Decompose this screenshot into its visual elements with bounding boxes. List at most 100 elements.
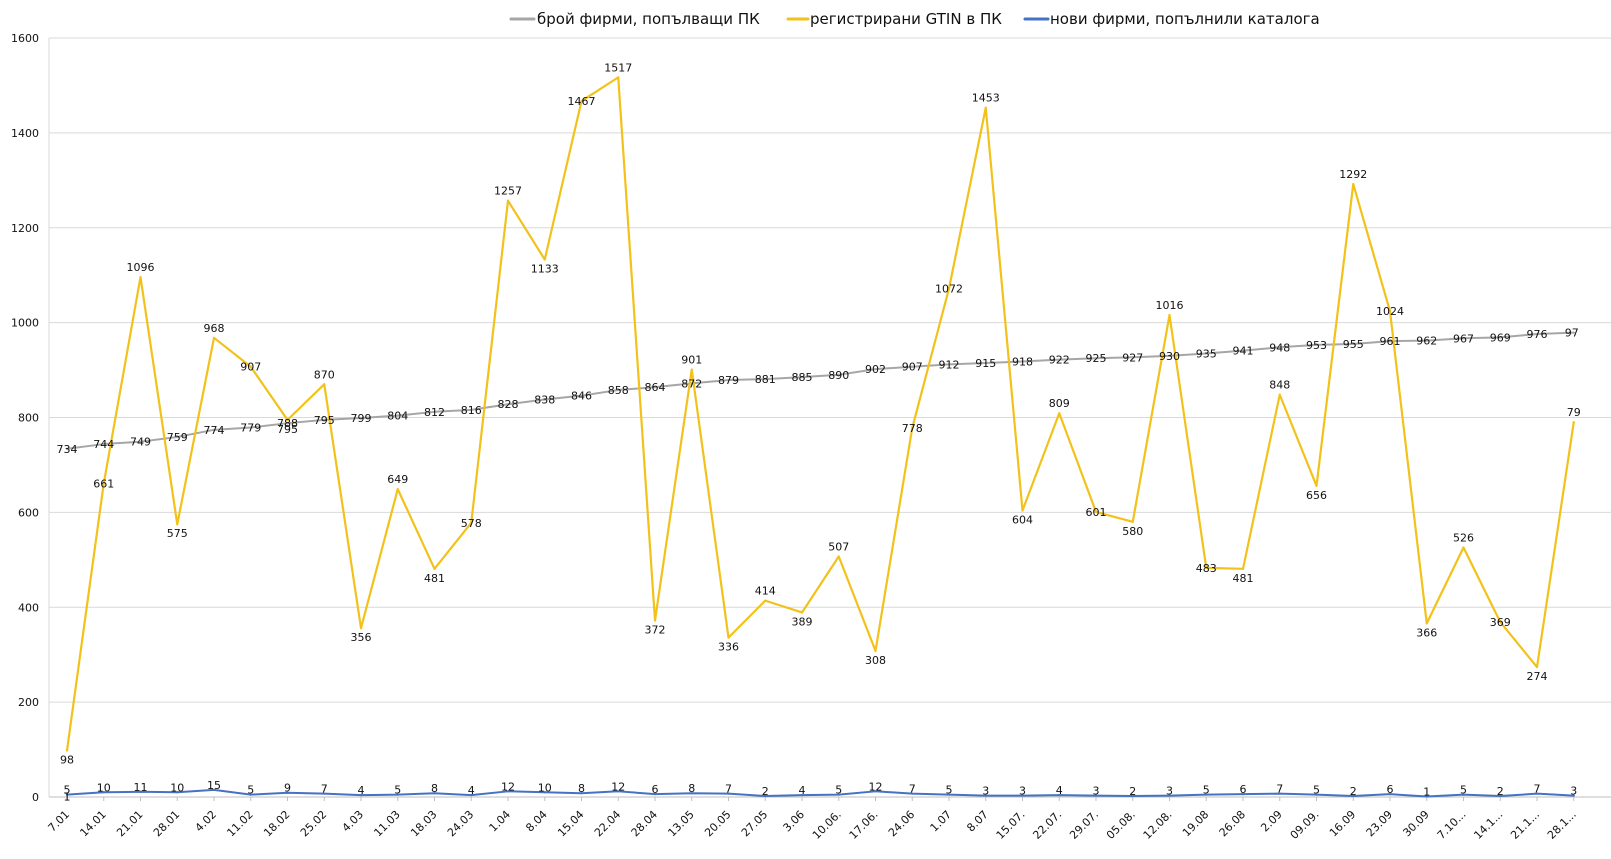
x-tick-label: 17.06. — [847, 808, 881, 842]
gtin-series-point — [580, 99, 583, 103]
x-tick-label: 23.09 — [1364, 808, 1395, 839]
gtin-series-data-label: 1072 — [935, 282, 963, 295]
gtin-series-point — [1205, 566, 1208, 569]
gtin-series-data-label: 968 — [204, 322, 225, 335]
new-firms-series-data-label: 4 — [1056, 784, 1063, 797]
x-tick-label: 30.09 — [1400, 808, 1431, 839]
new-firms-series-data-label: 4 — [799, 784, 806, 797]
new-firms-series-point — [653, 793, 657, 796]
new-firms-series-data-label: 3 — [1166, 785, 1173, 798]
firms-series-point — [65, 447, 69, 450]
gtin-series-data-label: 661 — [93, 477, 114, 490]
new-firms-series-point — [690, 792, 693, 795]
firms-series-point — [506, 403, 510, 406]
new-firms-series-data-label: 6 — [1240, 783, 1247, 796]
x-tick-label: 16.09 — [1327, 808, 1358, 839]
firms-series-data-label: 925 — [1086, 352, 1107, 365]
gtin-series-data-label: 369 — [1490, 616, 1511, 629]
gtin-series-point — [506, 199, 510, 202]
gtin-series-data-label: 575 — [167, 527, 188, 540]
gtin-series-data-label: 604 — [1012, 513, 1033, 526]
new-firms-series-point — [176, 791, 179, 794]
new-firms-series-point — [470, 794, 473, 797]
new-firms-series-data-label: 4 — [358, 784, 365, 797]
firms-series-data-label: 749 — [130, 436, 151, 449]
new-firms-series-data-label: 5 — [1460, 784, 1467, 797]
firms-series-data-label: 734 — [57, 443, 78, 456]
new-firms-series-point — [1131, 794, 1134, 798]
new-firms-series-point — [1094, 794, 1098, 797]
x-tick-label: 28.04 — [629, 808, 660, 839]
firms-series-data-label: 902 — [865, 363, 886, 376]
x-tick-label: 14.1... — [1471, 808, 1505, 842]
firms-series-point — [212, 428, 216, 431]
firms-series-point — [580, 394, 583, 397]
firms-series-point — [323, 418, 326, 421]
gtin-series-point — [286, 418, 289, 421]
gtin-series-data-label: 526 — [1453, 531, 1474, 544]
new-firms-series-point — [727, 792, 730, 795]
gtin-series-data-label: 481 — [424, 572, 445, 585]
firms-series-point — [800, 376, 804, 379]
firms-series-line — [66, 331, 1575, 450]
x-tick-label: 21.1... — [1508, 808, 1542, 842]
firms-series-point — [1315, 343, 1318, 347]
gtin-series-data-label: 580 — [1122, 525, 1143, 538]
firms-series-data-label: 885 — [792, 371, 813, 384]
firms-series-point — [1131, 356, 1134, 359]
firms-series-point — [837, 373, 840, 376]
firms-series-data-label: 955 — [1343, 338, 1364, 351]
gtin-series-point — [396, 488, 399, 491]
gtin-series-point — [1278, 393, 1281, 396]
x-tick-label: 19.08 — [1180, 808, 1211, 839]
y-tick-label: 0 — [32, 791, 39, 804]
firms-series-point — [102, 442, 105, 446]
new-firms-series-data-label: 2 — [762, 785, 769, 798]
firms-series-point — [286, 422, 289, 425]
gtin-series-point — [1058, 412, 1061, 415]
firms-series-point — [1499, 336, 1502, 339]
gtin-series-data-label: 795 — [277, 423, 298, 436]
firms-series-point — [1572, 331, 1575, 334]
new-firms-series-point — [837, 793, 840, 796]
firms-series-data-label: 779 — [240, 421, 261, 434]
new-firms-series-point — [580, 792, 583, 795]
gtin-series-data-label: 870 — [314, 368, 335, 381]
new-firms-series-point — [1168, 794, 1171, 797]
firms-series-point — [176, 435, 179, 439]
gtin-series-data-label: 336 — [718, 641, 739, 654]
new-firms-series-data-label: 7 — [909, 783, 916, 796]
firms-series-data-label: 967 — [1453, 332, 1474, 345]
firms-series-data-label: 795 — [314, 414, 335, 427]
gtin-series-data-label: 778 — [902, 422, 923, 435]
firms-series-data-label: 927 — [1122, 351, 1143, 364]
new-firms-series-data-label: 7 — [1276, 783, 1283, 796]
gtin-series-data-label: 1024 — [1376, 305, 1404, 318]
new-firms-series-data-label: 9 — [284, 782, 291, 795]
firms-series-point — [359, 416, 363, 420]
firms-series-data-label: 838 — [534, 393, 555, 406]
x-tick-label: 24.03 — [445, 808, 476, 839]
new-firms-series-data-label: 3 — [1019, 785, 1026, 798]
x-tick-label: 26.08 — [1217, 808, 1248, 839]
y-tick-label: 1600 — [11, 32, 39, 45]
firms-series-legend-entry: брой фирми, попълващи ПК — [509, 10, 760, 28]
new-firms-series-data-label: 2 — [1497, 785, 1504, 798]
gtin-series-data-label: 507 — [828, 540, 849, 553]
new-firms-series-data-label: 12 — [501, 780, 515, 793]
firms-series-data-label: 744 — [93, 438, 114, 451]
new-firms-series-point — [1425, 795, 1428, 798]
new-firms-series-point — [1058, 794, 1061, 797]
new-firms-series-data-label: 5 — [835, 784, 842, 797]
new-firms-series-data-label: 5 — [946, 784, 953, 797]
x-tick-label: 14.01 — [77, 808, 108, 839]
gtin-series-point — [1572, 421, 1575, 424]
new-firms-series-data-label: 3 — [1570, 785, 1577, 798]
y-tick-label: 1000 — [11, 317, 39, 330]
gtin-series-point — [874, 649, 877, 652]
gtin-series-data-label: 901 — [681, 354, 702, 367]
new-firms-series-point — [1315, 793, 1318, 796]
x-tick-label: 1.04 — [487, 808, 514, 835]
x-tick-label: 13.05 — [665, 808, 696, 839]
